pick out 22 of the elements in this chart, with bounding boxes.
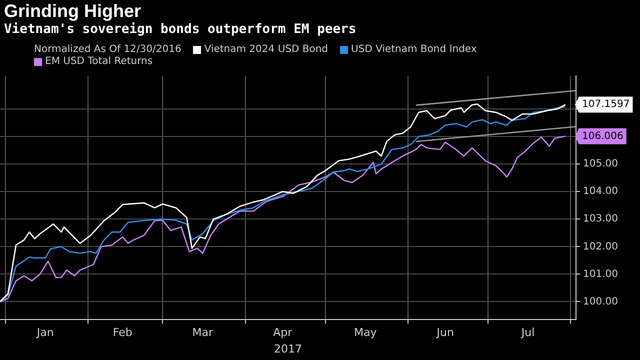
y-tick-label: 102.00: [583, 241, 618, 252]
y-tick-label: 105.00: [583, 158, 618, 170]
chart-title: Grinding Higher: [4, 1, 141, 22]
annotation: 106.006: [582, 130, 624, 142]
x-tick-label: Feb: [112, 326, 132, 340]
y-tick-label: 101.00: [583, 268, 618, 280]
y-tick-label: 103.00: [583, 214, 618, 225]
legend-label: USD Vietnam Bond Index: [351, 44, 477, 55]
x-tick-label: Apr: [273, 326, 293, 340]
legend-label: Vietnam 2024 USD Bond: [204, 44, 328, 55]
x-tick-label: Jun: [436, 326, 454, 340]
x-tick-label: Jan: [36, 326, 54, 340]
legend-title: Normalized As Of 12/30/2016: [34, 44, 182, 55]
legend-label: EM USD Total Returns: [45, 56, 153, 67]
x-axis-title: 2017: [274, 342, 302, 356]
x-tick-label: Jul: [520, 326, 535, 340]
chart-subtitle: Vietnam's sovereign bonds outperform EM peers: [4, 22, 356, 37]
y-tick-label: 100.00: [583, 296, 618, 308]
x-tick-label: Mar: [192, 326, 214, 340]
y-tick-label: 104.00: [583, 186, 618, 198]
x-tick-label: May: [354, 326, 378, 340]
annotation: 107.1597: [582, 99, 630, 110]
